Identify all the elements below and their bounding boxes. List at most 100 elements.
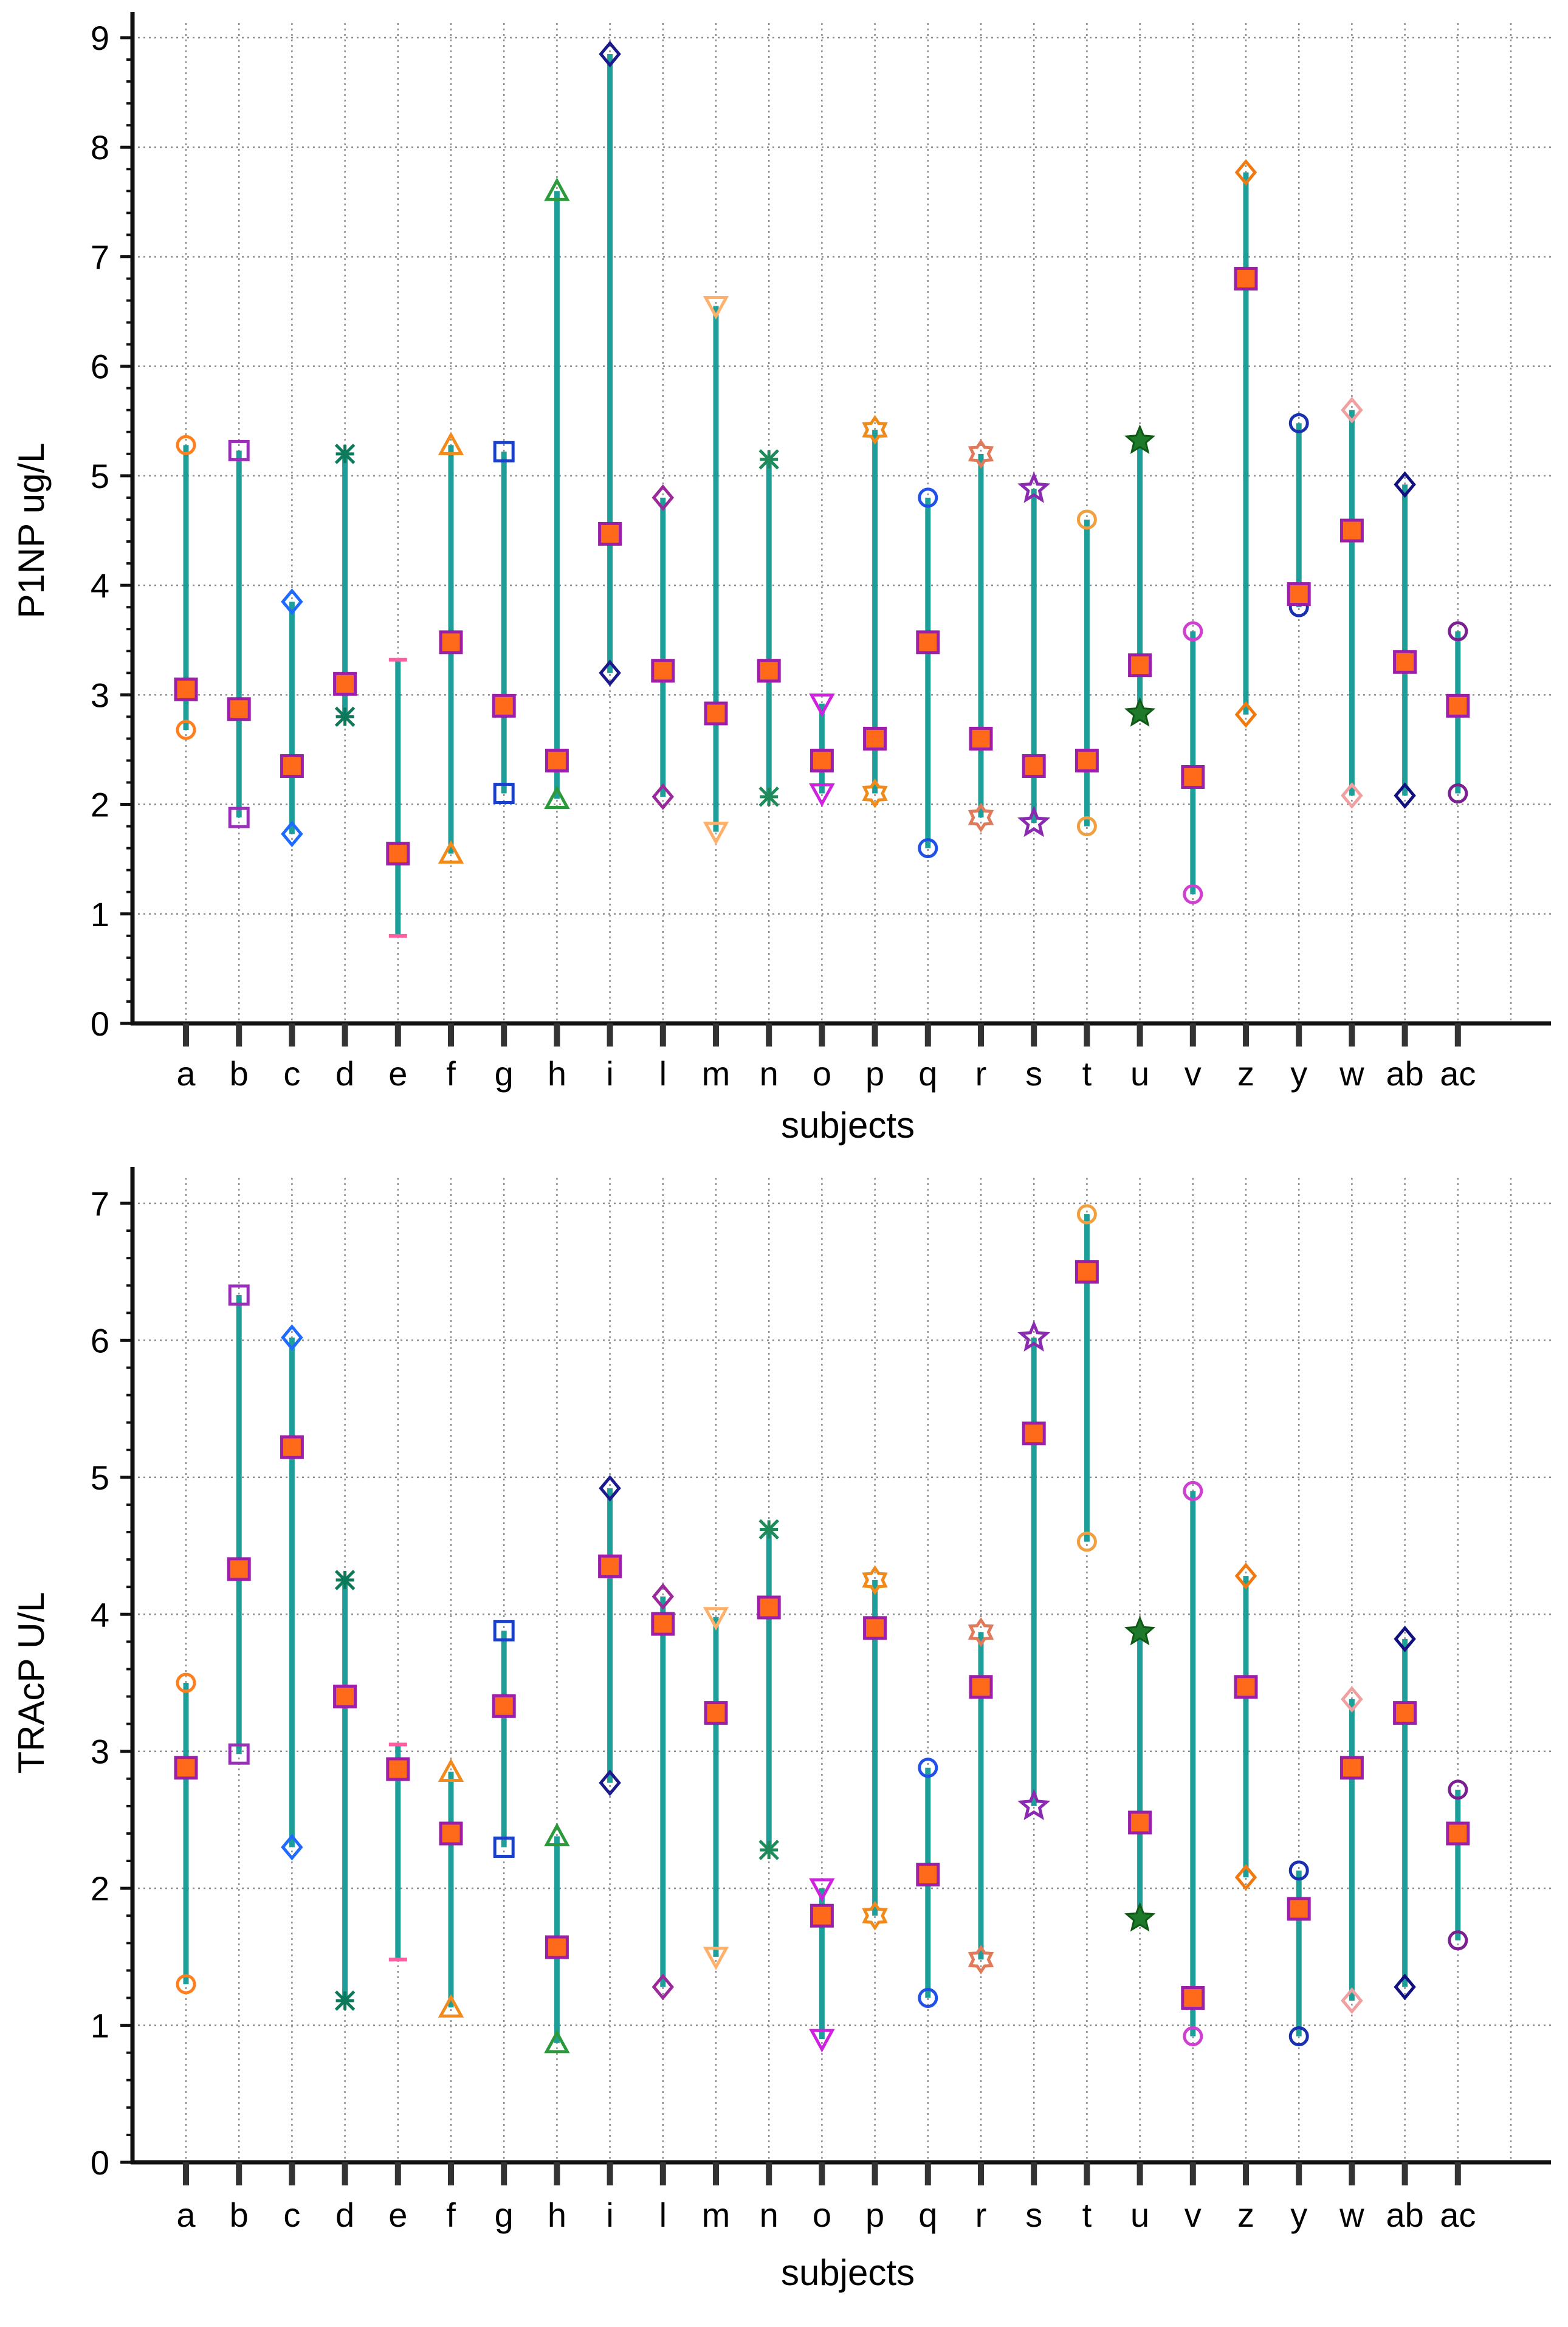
mean-marker xyxy=(174,1756,198,1780)
stems-tracp xyxy=(183,1214,1461,2043)
max-marker xyxy=(1124,1615,1156,1646)
x-tick-label: g xyxy=(495,1054,514,1093)
max-marker xyxy=(1017,1320,1051,1352)
x-tick-label: u xyxy=(1130,2196,1149,2234)
min-marker xyxy=(1448,783,1468,804)
max-marker xyxy=(599,41,621,67)
max-marker xyxy=(228,439,250,461)
min-marker xyxy=(1341,1987,1363,2014)
x-tick-label: r xyxy=(975,2196,987,2234)
max-marker xyxy=(758,449,779,470)
mean-marker xyxy=(227,1557,251,1581)
x-tick-label: l xyxy=(659,2196,667,2234)
mean-marker xyxy=(333,1685,357,1709)
y-axis-label-tracp: TRAcP U/L xyxy=(11,1592,52,1774)
mean-marker xyxy=(1128,1810,1152,1835)
x-tick-label: g xyxy=(495,2196,514,2234)
mean-marker xyxy=(1393,1701,1417,1725)
x-tick-label: d xyxy=(335,1054,354,1093)
x-tick-label: i xyxy=(606,1054,613,1093)
mean-marker xyxy=(704,701,728,726)
max-marker xyxy=(438,1758,464,1782)
y-tick-label: 4 xyxy=(91,566,109,605)
min-marker xyxy=(862,1900,888,1931)
max-marker xyxy=(1448,621,1468,642)
mean-marker xyxy=(969,726,993,751)
y-tick-label: 6 xyxy=(91,1321,109,1359)
max-marker xyxy=(652,484,675,511)
x-tick-label: l xyxy=(659,1054,667,1093)
markers-tracp xyxy=(174,1204,1470,2054)
max-marker xyxy=(703,1607,729,1631)
min-marker xyxy=(176,720,196,740)
y-tick-label: 0 xyxy=(91,1005,109,1043)
min-marker xyxy=(334,1990,356,2011)
min-marker xyxy=(599,659,621,687)
mean-marker xyxy=(1181,1985,1205,2010)
max-marker xyxy=(1183,1480,1203,1501)
max-marker xyxy=(1288,413,1309,433)
x-tick-label: q xyxy=(918,1054,937,1093)
x-tick-label: n xyxy=(760,2196,779,2234)
min-marker xyxy=(438,1994,464,2018)
min-marker xyxy=(1017,1789,1051,1820)
max-marker xyxy=(758,1519,779,1540)
min-marker xyxy=(1124,1902,1156,1932)
min-marker xyxy=(1394,782,1416,809)
max-marker xyxy=(1183,621,1203,642)
min-marker xyxy=(281,1834,303,1861)
mean-marker xyxy=(916,1863,940,1887)
mean-marker xyxy=(1234,1675,1258,1699)
max-marker xyxy=(228,1284,250,1306)
max-marker xyxy=(1394,1625,1416,1652)
mean-marker xyxy=(333,672,357,696)
x-tick-label: z xyxy=(1237,2196,1254,2234)
mean-marker xyxy=(969,1675,993,1699)
max-marker xyxy=(1448,1779,1468,1800)
x-tick-label: c xyxy=(283,2196,300,2234)
x-tick-label: c xyxy=(283,1054,300,1093)
min-marker xyxy=(228,1743,250,1765)
mean-marker xyxy=(810,748,834,772)
max-marker xyxy=(809,693,835,717)
y-tick-labels-tracp: 0 1 2 3 4 5 6 7 xyxy=(91,1184,109,2182)
max-marker xyxy=(1288,1860,1309,1881)
min-marker xyxy=(334,706,356,727)
mean-marker xyxy=(1234,266,1258,290)
mean-marker xyxy=(1446,1821,1470,1846)
mean-marker xyxy=(545,1935,569,1959)
x-tick-label: r xyxy=(975,1054,987,1093)
max-marker xyxy=(1124,424,1156,454)
y-tick-label: 3 xyxy=(91,1733,109,1771)
y-tick-label: 8 xyxy=(91,128,109,167)
x-tick-label: s xyxy=(1025,2196,1042,2234)
mean-marker xyxy=(1075,748,1099,772)
min-marker xyxy=(281,820,303,848)
x-tick-label: a xyxy=(176,1054,196,1093)
x-tick-label: f xyxy=(446,1054,456,1093)
x-tick-labels-tracp: a b c d e f g h i l m n o p q r s t u v z y w ab ac xyxy=(176,2196,1476,2234)
mean-marker xyxy=(1339,1756,1364,1780)
x-tick-label: q xyxy=(918,2196,937,2234)
min-marker xyxy=(968,1944,994,1975)
min-marker xyxy=(1234,1864,1257,1891)
x-tick-label: b xyxy=(230,2196,249,2234)
mean-marker xyxy=(863,726,887,751)
min-marker xyxy=(1183,884,1203,904)
max-marker xyxy=(438,431,464,455)
mean-marker xyxy=(1075,1260,1099,1284)
y-tick-label: 1 xyxy=(91,895,109,933)
mean-marker xyxy=(810,1903,834,1928)
mean-marker xyxy=(916,630,940,655)
x-tick-label: ab xyxy=(1386,2196,1423,2234)
x-tick-label: ac xyxy=(1440,1054,1476,1093)
min-marker xyxy=(918,1987,938,2008)
y-tick-labels-p1np: 0 1 2 3 4 5 6 7 8 9 xyxy=(91,19,109,1043)
min-marker xyxy=(758,1840,779,1860)
min-marker xyxy=(1448,1930,1468,1951)
y-tick-label: 5 xyxy=(91,1459,109,1497)
x-tick-label: o xyxy=(813,1054,831,1093)
